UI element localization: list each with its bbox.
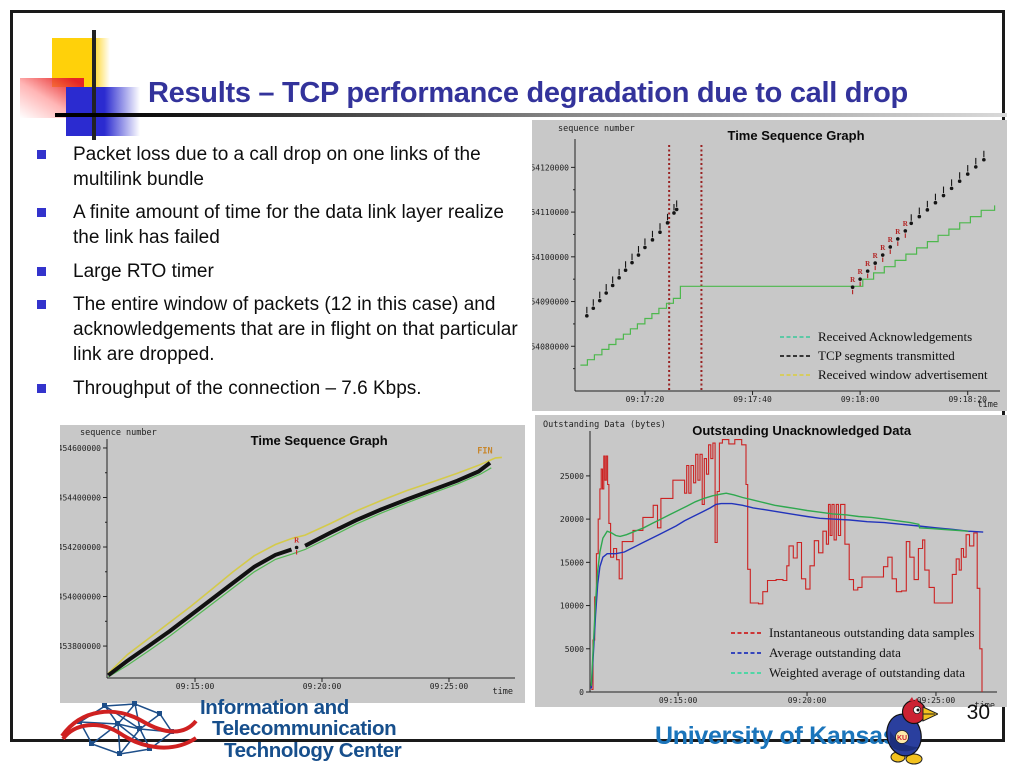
bullet-item: Large RTO timer [36, 260, 522, 285]
svg-text:09:17:40: 09:17:40 [733, 395, 772, 404]
svg-text:09:20:00: 09:20:00 [303, 682, 342, 691]
university-name: University of Kansas [655, 722, 897, 750]
svg-text:sequence number: sequence number [558, 124, 635, 134]
svg-text:Outstanding Data (bytes): Outstanding Data (bytes) [543, 420, 666, 430]
bullet-square-icon [37, 208, 46, 218]
svg-text:R: R [294, 537, 300, 545]
svg-text:R: R [880, 244, 886, 252]
svg-text:R: R [903, 220, 909, 228]
chart-time-sequence-graph-full: Time Sequence Graph sequence number time 45… [58, 425, 525, 703]
decor-blue-square [66, 87, 140, 136]
svg-text:R: R [873, 252, 879, 260]
svg-text:R: R [888, 236, 894, 244]
svg-text:FIN: FIN [477, 446, 492, 456]
svg-text:09:25:00: 09:25:00 [917, 696, 956, 705]
svg-text:Received window advertisement: Received window advertisement [818, 367, 988, 382]
svg-text:Weighted average of outstandin: Weighted average of outstanding data [769, 665, 965, 680]
svg-text:09:20:00: 09:20:00 [788, 696, 827, 705]
bullet-item: Packet loss due to a call drop on one li… [36, 143, 522, 192]
svg-text:Outstanding Unacknowledged Dat: Outstanding Unacknowledged Data [692, 423, 912, 438]
svg-text:Average outstanding data: Average outstanding data [769, 645, 901, 660]
svg-text:TCP segments transmitted: TCP segments transmitted [818, 348, 955, 363]
svg-text:time: time [975, 701, 995, 707]
svg-text:R: R [858, 268, 864, 276]
ittc-line-3: Technology Center [224, 738, 402, 762]
svg-text:R: R [850, 276, 856, 284]
bullet-text: Throughput of the connection – 7.6 Kbps. [73, 377, 422, 399]
page-number: 30 [966, 701, 990, 724]
svg-text:09:18:00: 09:18:00 [841, 395, 880, 404]
ittc-center-name: Information and Telecommunication Techno… [200, 696, 402, 762]
svg-text:454080000: 454080000 [532, 342, 569, 351]
svg-text:20000: 20000 [560, 515, 584, 524]
bullet-square-icon [37, 150, 46, 159]
ittc-line-1: Information and [200, 696, 349, 719]
title-divider-line [55, 113, 1007, 117]
svg-text:09:25:00: 09:25:00 [430, 682, 469, 691]
svg-text:time: time [493, 687, 513, 697]
svg-text:09:18:20: 09:18:20 [948, 395, 987, 404]
svg-text:453800000: 453800000 [60, 642, 101, 651]
slide-title: Results – TCP performance degradation du… [148, 77, 908, 110]
bullet-square-icon [37, 383, 46, 393]
svg-text:454600000: 454600000 [60, 444, 101, 453]
svg-text:Received Acknowledgements: Received Acknowledgements [818, 329, 972, 344]
ittc-line-2: Telecommunication [212, 717, 397, 741]
bullet-square-icon [37, 300, 46, 310]
svg-text:Instantaneous outstanding data: Instantaneous outstanding data samples [769, 625, 974, 640]
svg-text:454400000: 454400000 [60, 493, 101, 502]
svg-text:09:17:20: 09:17:20 [626, 395, 665, 404]
svg-text:Time Sequence Graph: Time Sequence Graph [251, 433, 388, 448]
time-sequence-graph-zoom-plot: Time Sequence Graph sequence number time 45… [526, 124, 1000, 410]
jayhawk-ku-monogram: KU [897, 735, 907, 742]
svg-text:09:15:00: 09:15:00 [176, 682, 215, 691]
bullet-item: A finite amount of time for the data lin… [36, 201, 522, 250]
bullet-text: A finite amount of time for the data lin… [73, 202, 504, 249]
time-sequence-graph-full-plot: Time Sequence Graph sequence number time 45… [58, 428, 515, 697]
jayhawk-logo-icon: KU [876, 697, 940, 770]
svg-text:09:15:00: 09:15:00 [659, 696, 698, 705]
bullet-list: Packet loss due to a call drop on one li… [36, 143, 522, 410]
svg-text:454090000: 454090000 [532, 298, 569, 307]
chart-outstanding-unacknowledged-data: Outstanding Unacknowledged Data Outstandi… [535, 415, 1007, 711]
bullet-text: Large RTO timer [73, 260, 214, 282]
chart-time-sequence-graph-zoom: Time Sequence Graph sequence number time 45… [526, 120, 1007, 411]
svg-text:time: time [978, 400, 998, 410]
svg-text:15000: 15000 [560, 558, 584, 567]
svg-text:sequence number: sequence number [80, 428, 157, 438]
outstanding-data-plot: Outstanding Unacknowledged Data Outstandi… [543, 420, 997, 711]
bullet-item: The entire window of packets (12 in this… [36, 293, 522, 367]
svg-text:0: 0 [579, 688, 584, 697]
svg-text:454100000: 454100000 [532, 253, 569, 262]
svg-text:Time Sequence Graph: Time Sequence Graph [727, 128, 864, 143]
svg-text:454110000: 454110000 [532, 208, 569, 217]
ittc-logo-icon [60, 694, 198, 771]
svg-text:454120000: 454120000 [532, 163, 569, 172]
decor-vertical-line [92, 30, 96, 140]
bullet-text: The entire window of packets (12 in this… [73, 294, 518, 365]
svg-text:25000: 25000 [560, 472, 584, 481]
svg-text:454000000: 454000000 [60, 593, 101, 602]
bullet-text: Packet loss due to a call drop on one li… [73, 144, 481, 190]
svg-text:R: R [895, 228, 901, 236]
bullet-item: Throughput of the connection – 7.6 Kbps. [36, 377, 522, 402]
svg-text:10000: 10000 [560, 602, 584, 611]
svg-text:454200000: 454200000 [60, 543, 101, 552]
bullet-square-icon [37, 266, 46, 276]
svg-text:R: R [865, 260, 871, 268]
svg-text:5000: 5000 [565, 645, 584, 654]
